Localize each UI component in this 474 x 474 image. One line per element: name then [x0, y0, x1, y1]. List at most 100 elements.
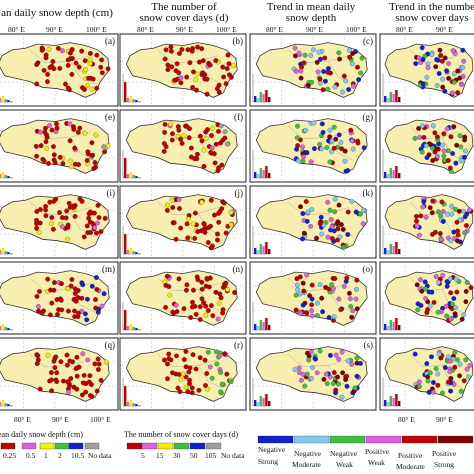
- station-marker: [414, 218, 419, 224]
- station-marker: [415, 307, 421, 313]
- station-marker: [226, 61, 232, 67]
- station-marker: [39, 47, 45, 53]
- legend-days-swatch: [126, 442, 143, 450]
- histogram-bar: [7, 252, 10, 254]
- station-marker: [168, 48, 174, 54]
- station-marker: [187, 365, 193, 371]
- station-marker: [302, 52, 308, 58]
- station-marker: [320, 129, 326, 135]
- station-marker: [344, 275, 350, 281]
- station-marker: [80, 85, 85, 91]
- station-marker: [324, 381, 330, 387]
- station-marker: [447, 358, 453, 364]
- station-marker: [71, 205, 77, 210]
- station-marker: [69, 277, 75, 282]
- station-marker: [38, 143, 44, 149]
- station-marker: [326, 315, 332, 320]
- station-marker: [34, 225, 40, 231]
- station-marker: [58, 297, 64, 303]
- station-marker: [168, 44, 174, 50]
- station-marker: [337, 234, 343, 240]
- map-panel: [379, 109, 474, 183]
- station-marker: [224, 371, 230, 377]
- station-marker: [72, 291, 78, 296]
- plateau-outline: [125, 42, 238, 98]
- legend-depth-label: 2: [58, 451, 62, 460]
- histogram-bar: [254, 324, 257, 330]
- province-boundary: [327, 61, 354, 85]
- station-marker: [195, 229, 201, 235]
- histogram-bar: [265, 166, 268, 178]
- legend-days-label: No data: [221, 451, 245, 460]
- station-marker: [65, 62, 71, 68]
- station-marker: [430, 198, 436, 204]
- station-marker: [205, 386, 211, 392]
- legend-days-label: 50: [190, 451, 198, 460]
- map-panel: (s): [249, 337, 377, 411]
- station-marker: [295, 287, 300, 293]
- station-marker: [196, 59, 202, 65]
- station-marker: [217, 209, 223, 214]
- station-marker: [444, 68, 450, 74]
- station-marker: [74, 386, 80, 392]
- station-marker: [223, 81, 229, 87]
- station-marker: [345, 209, 351, 215]
- station-marker: [73, 366, 79, 372]
- station-marker: [162, 56, 168, 62]
- station-marker: [193, 366, 199, 372]
- station-marker: [228, 222, 234, 228]
- panel-letter: (o): [363, 264, 374, 274]
- histogram-bar: [132, 99, 135, 102]
- station-marker: [86, 211, 92, 217]
- station-marker: [447, 165, 453, 171]
- histogram-bar: [386, 326, 390, 330]
- station-marker: [297, 274, 303, 280]
- station-marker: [319, 231, 325, 237]
- station-marker: [329, 149, 334, 155]
- station-marker: [421, 134, 427, 140]
- panel-letter: (b): [233, 36, 244, 46]
- station-marker: [294, 282, 300, 288]
- station-marker: [173, 371, 179, 377]
- station-marker: [204, 371, 210, 376]
- station-marker: [87, 50, 93, 56]
- top-tick-90: 90° E: [46, 25, 63, 34]
- station-marker: [84, 296, 90, 302]
- station-marker: [84, 223, 90, 229]
- station-marker: [455, 228, 461, 234]
- province-boundary: [327, 289, 354, 313]
- station-marker: [161, 148, 167, 154]
- station-marker: [452, 206, 458, 212]
- station-marker: [195, 44, 201, 50]
- station-marker: [323, 371, 329, 377]
- station-marker: [447, 369, 453, 375]
- station-marker: [430, 145, 435, 151]
- station-marker: [450, 151, 456, 156]
- station-marker: [349, 361, 355, 367]
- histogram-bar: [268, 249, 271, 254]
- histogram-bar: [389, 396, 392, 406]
- station-marker: [434, 83, 440, 88]
- plateau-outline: [255, 42, 368, 98]
- station-marker: [216, 165, 222, 171]
- station-marker: [181, 357, 187, 363]
- station-marker: [436, 351, 442, 357]
- station-marker: [48, 287, 54, 293]
- legend-days-label: 105: [205, 451, 217, 460]
- station-marker: [177, 389, 183, 395]
- station-marker: [301, 60, 307, 66]
- station-marker: [338, 222, 344, 228]
- station-marker: [161, 357, 167, 363]
- station-marker: [76, 162, 82, 168]
- station-marker: [443, 303, 449, 309]
- station-marker: [164, 273, 170, 279]
- panel-letter: (g): [363, 112, 374, 122]
- station-marker: [34, 217, 39, 223]
- station-marker: [60, 161, 66, 167]
- station-marker: [451, 79, 457, 85]
- histogram-bar: [398, 401, 401, 406]
- station-marker: [183, 287, 189, 293]
- station-marker: [194, 151, 200, 157]
- histogram-bar: [265, 90, 268, 102]
- province-boundary: [29, 201, 91, 216]
